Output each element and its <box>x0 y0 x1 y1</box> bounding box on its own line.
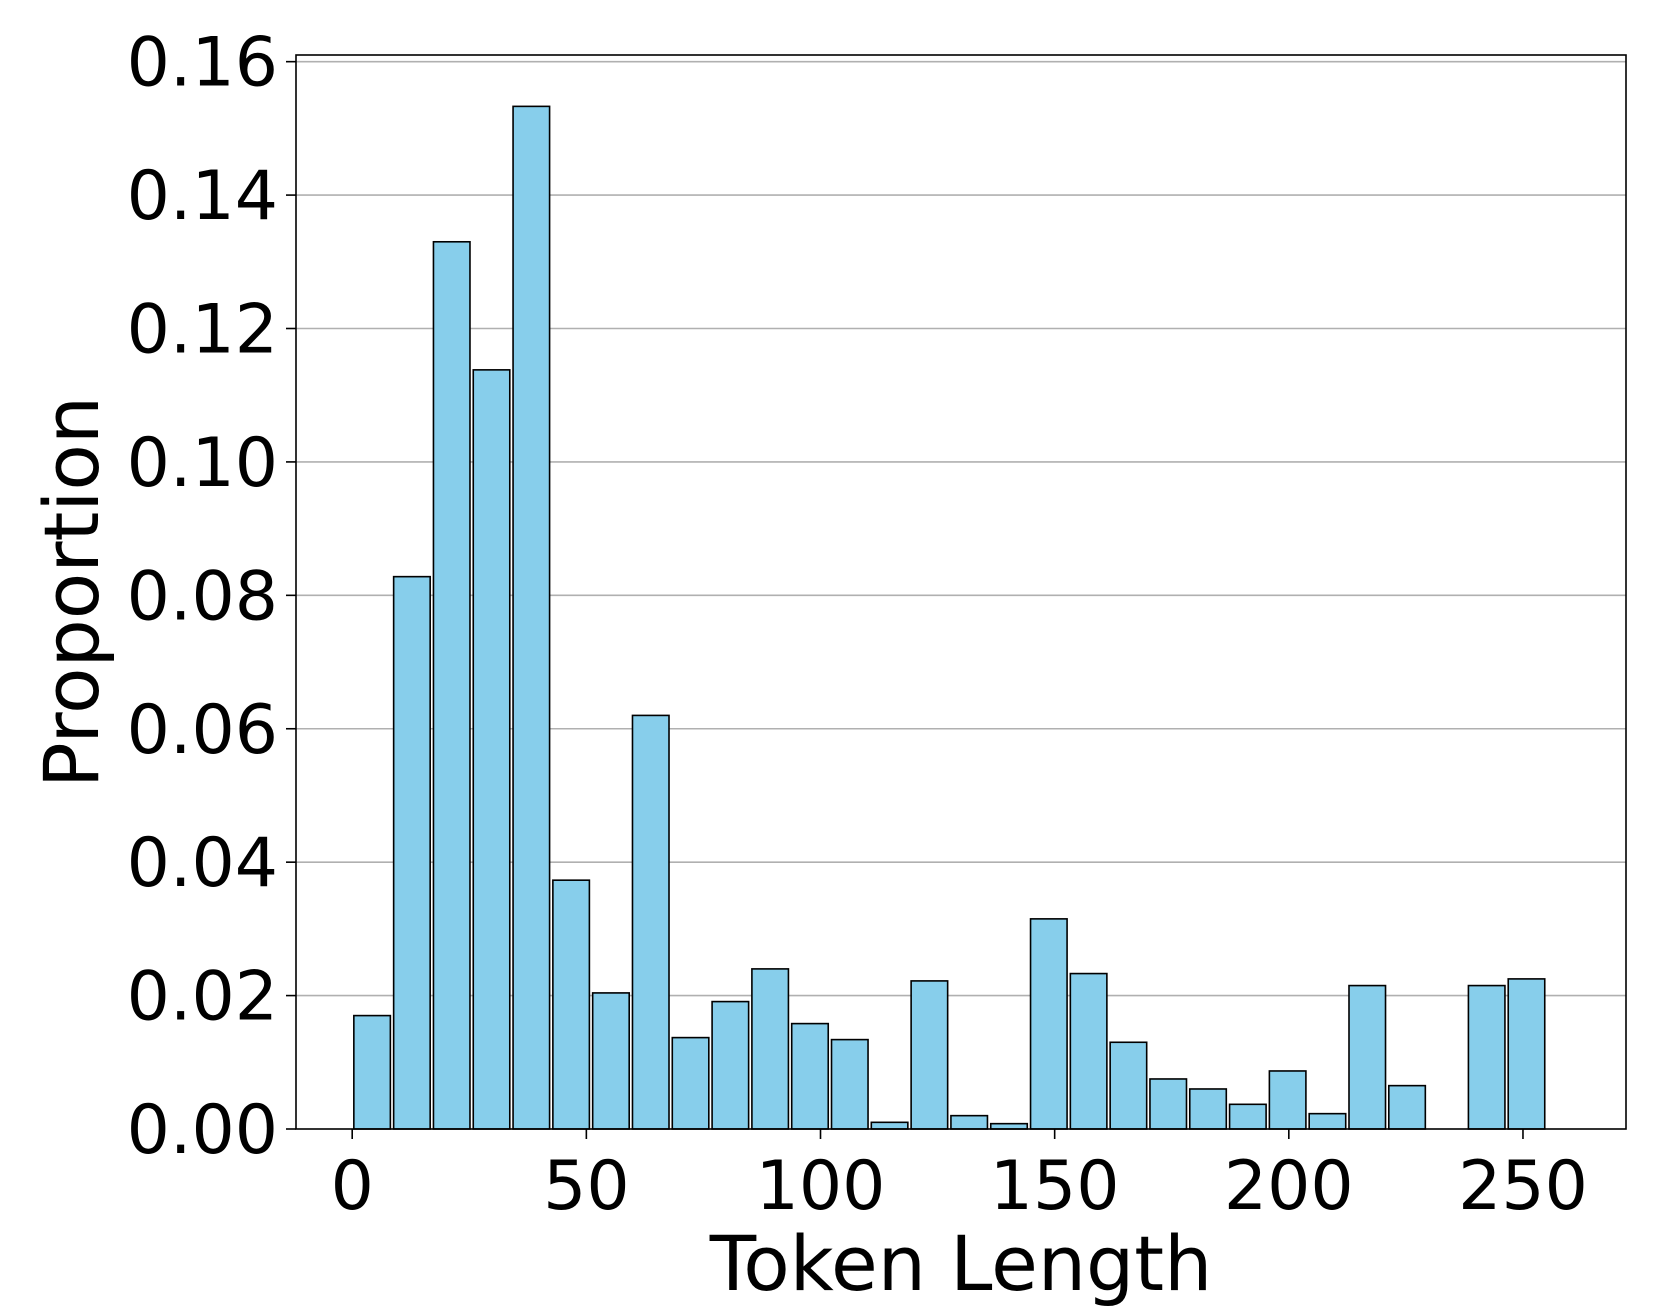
bar <box>950 1114 989 1130</box>
y-tick-label: 0.02 <box>127 958 278 1037</box>
y-tick-label: 0.14 <box>127 157 278 236</box>
bar <box>512 105 551 1130</box>
x-tick-label: 0 <box>331 1147 374 1226</box>
bar <box>711 1000 750 1130</box>
x-axis-label: Token Length <box>709 1219 1213 1308</box>
y-tick-label: 0.16 <box>127 24 278 103</box>
bar <box>472 369 511 1130</box>
bar <box>353 1014 392 1130</box>
bar <box>392 575 431 1130</box>
bar <box>1149 1078 1188 1130</box>
x-axis-ticks: 0 50 100 150 200 250 <box>331 1129 1588 1226</box>
bar <box>1109 1041 1148 1130</box>
bar <box>1069 972 1108 1130</box>
bar <box>830 1038 869 1130</box>
bar <box>631 714 670 1130</box>
bar <box>790 1022 830 1130</box>
bar <box>989 1122 1029 1130</box>
bar <box>671 1036 710 1130</box>
bar <box>552 879 591 1130</box>
x-tick-label: 50 <box>543 1147 630 1226</box>
bar <box>1268 1070 1307 1130</box>
bar <box>910 980 949 1130</box>
bar <box>870 1121 909 1130</box>
bar <box>1467 984 1506 1130</box>
bar <box>1228 1103 1267 1130</box>
bar <box>432 240 471 1130</box>
y-tick-label: 0.08 <box>127 557 278 636</box>
x-tick-label: 250 <box>1458 1147 1588 1226</box>
x-tick-label: 100 <box>756 1147 886 1226</box>
bar <box>751 968 790 1130</box>
bar <box>1029 918 1068 1130</box>
bars <box>353 105 1546 1130</box>
bar <box>591 992 631 1130</box>
y-tick-label: 0.06 <box>127 691 278 770</box>
y-tick-label: 0.10 <box>127 424 278 503</box>
bar <box>1507 978 1546 1130</box>
bar <box>1188 1088 1228 1130</box>
y-tick-label: 0.00 <box>127 1091 278 1170</box>
y-tick-label: 0.12 <box>127 291 278 370</box>
plot-frame <box>295 54 1627 1130</box>
y-axis-ticks: 0.00 0.02 0.04 0.06 0.08 0.10 0.12 0.14 0.16 <box>127 24 296 1170</box>
x-tick-label: 150 <box>990 1147 1120 1226</box>
bar <box>1308 1112 1347 1130</box>
bar <box>1388 1084 1427 1130</box>
x-tick-label: 200 <box>1224 1147 1354 1226</box>
bar <box>1348 984 1387 1130</box>
y-axis-label: Proportion <box>27 396 116 788</box>
y-tick-label: 0.04 <box>127 824 278 903</box>
